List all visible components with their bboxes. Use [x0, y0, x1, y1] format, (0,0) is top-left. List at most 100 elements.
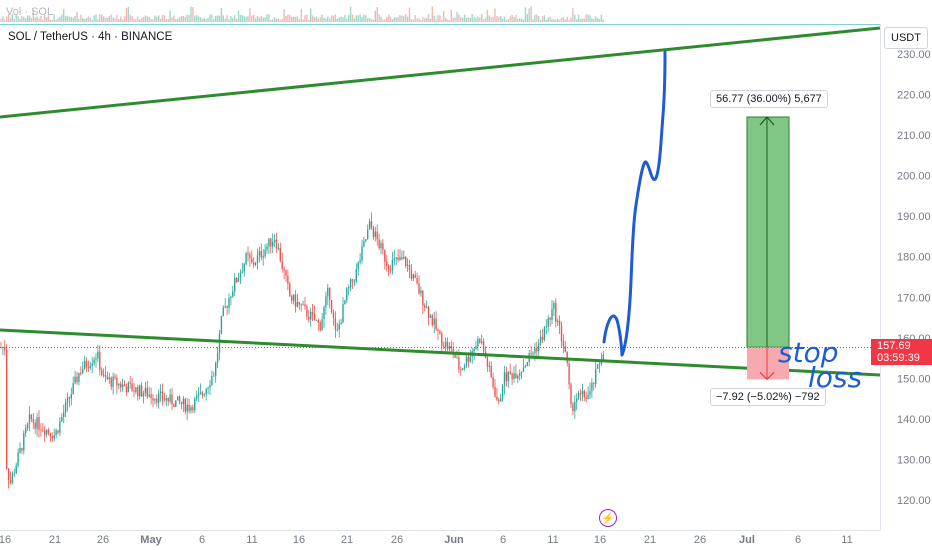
symbol-title[interactable]: SOL / TetherUS · 4h · BINANCE	[8, 31, 173, 43]
candle-body	[89, 365, 91, 368]
candle-body	[253, 262, 255, 265]
volume-bar	[534, 14, 536, 22]
volume-bar	[190, 6, 192, 22]
candle-body	[454, 354, 456, 358]
candle-body	[249, 254, 251, 259]
candle-body	[448, 345, 451, 350]
volume-bar	[370, 19, 373, 22]
volume-bar	[211, 14, 213, 22]
time-tick-label: 21	[49, 534, 61, 546]
volume-bar	[80, 14, 82, 22]
long-position-tool[interactable]	[746, 116, 790, 381]
profit-zone	[746, 116, 790, 348]
volume-bar	[410, 19, 413, 22]
candle-body	[555, 302, 557, 322]
volume-bar	[123, 16, 126, 22]
volume-bar	[593, 18, 595, 22]
candle-body	[211, 376, 213, 386]
volume-bar	[196, 15, 198, 22]
candle-body	[327, 287, 329, 297]
volume-bar	[275, 18, 278, 22]
candle-body	[334, 317, 337, 330]
candlestick-series	[0, 212, 604, 489]
volume-bar	[503, 16, 506, 22]
volume-bar	[224, 18, 226, 22]
volume-bar	[253, 14, 255, 22]
candle-body	[34, 422, 36, 429]
volume-bar	[121, 19, 124, 22]
trendlines[interactable]	[0, 26, 881, 377]
candle-body	[585, 397, 587, 399]
volume-bar	[68, 16, 71, 22]
volume-bar	[380, 16, 382, 22]
candle-body	[13, 473, 15, 475]
price-axis[interactable]: 230.00 220.00 210.00 200.00 190.00 180.00 170.…	[897, 49, 931, 507]
volume-bar	[131, 16, 133, 22]
volume-bar	[490, 17, 492, 22]
candle-body	[264, 249, 266, 257]
candle-body	[346, 288, 348, 301]
candle-body	[330, 300, 333, 313]
volume-bar	[38, 18, 40, 22]
candle-body	[235, 278, 238, 282]
lightning-icon[interactable]: ⚡	[599, 509, 617, 527]
candle-body	[602, 354, 604, 360]
volume-bar	[57, 18, 59, 22]
candle-body	[83, 360, 86, 370]
candle-body	[49, 432, 52, 437]
candle-body	[207, 387, 209, 389]
volume-bar	[406, 16, 409, 22]
volume-bar	[519, 18, 521, 22]
candle-body	[129, 382, 131, 384]
candle-body	[425, 306, 428, 308]
volume-bar	[387, 14, 390, 22]
volume-bar	[526, 14, 528, 22]
volume-bar	[363, 14, 365, 22]
candle-body	[68, 397, 71, 399]
volume-bar	[513, 17, 515, 22]
candle-body	[437, 329, 439, 332]
time-tick-label: Jul	[739, 534, 755, 546]
candle-body	[494, 386, 496, 397]
time-tick-label: 16	[594, 534, 606, 546]
candle-body	[462, 368, 464, 371]
volume-bar	[85, 18, 88, 22]
candle-body	[93, 359, 95, 364]
currency-selector[interactable]: USDT	[884, 27, 928, 49]
candle-body	[163, 399, 166, 401]
candle-body	[519, 373, 521, 376]
candle-body	[268, 238, 270, 247]
last-price-value: 157.69	[877, 340, 911, 352]
volume-bar	[346, 18, 348, 22]
volume-bar	[536, 14, 538, 22]
candle-body	[287, 275, 289, 284]
volume-bar	[167, 18, 169, 22]
volume-bar	[522, 19, 525, 22]
candle-body	[452, 348, 454, 355]
handwritten-projection[interactable]	[602, 50, 667, 357]
volume-bar	[336, 19, 338, 22]
candle-body	[530, 353, 532, 355]
candle-body	[545, 326, 547, 328]
volume-bar	[258, 17, 261, 22]
volume-bar	[391, 19, 394, 22]
volume-bar	[129, 14, 131, 22]
candle-body	[169, 394, 171, 402]
volume-bar	[528, 8, 530, 22]
candle-body	[95, 358, 97, 360]
volume-bar	[192, 7, 194, 22]
candle-body	[332, 312, 335, 318]
volume-bar	[110, 14, 112, 22]
candle-body	[570, 384, 572, 405]
candle-body	[76, 376, 78, 382]
volume-bar	[572, 7, 574, 22]
volume-bar	[146, 16, 148, 22]
candle-body	[541, 336, 544, 340]
candle-body	[234, 278, 236, 292]
volume-bar	[11, 14, 14, 22]
volume-bar	[558, 19, 561, 22]
volume-bar	[467, 16, 470, 22]
time-axis[interactable]: 16 21 26 May 6 11 16 21 26 Jun 6 11 16 21 26 Jul 6 11	[0, 534, 853, 546]
candle-body	[467, 356, 470, 362]
